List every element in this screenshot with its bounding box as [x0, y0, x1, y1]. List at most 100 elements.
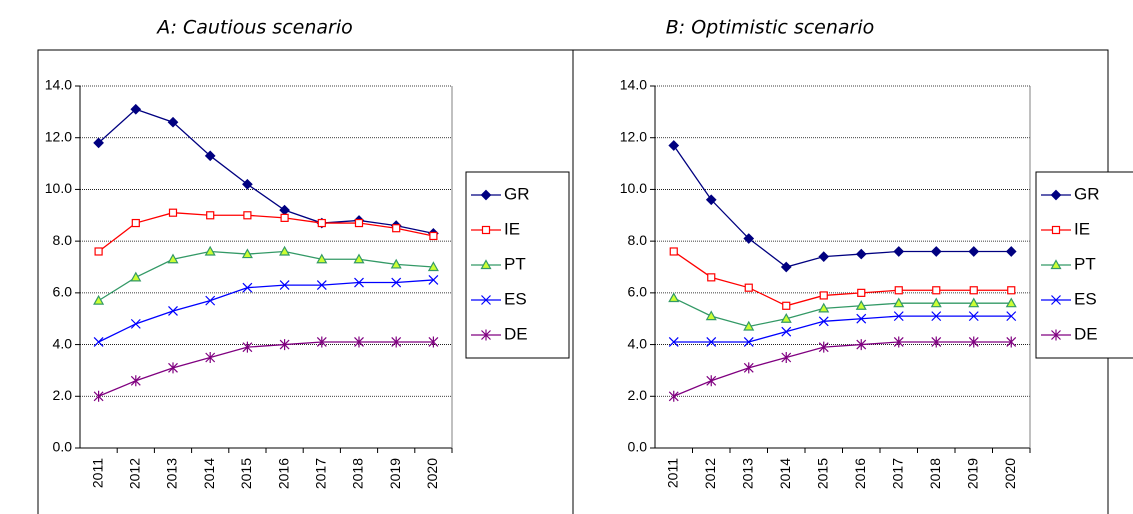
marker: [316, 336, 327, 348]
marker: [242, 178, 253, 190]
x-tick-label: 2012: [702, 458, 718, 489]
marker: [893, 311, 904, 322]
marker: [428, 275, 439, 285]
x-tick-label: 2018: [350, 458, 366, 489]
legend-label: PT: [504, 254, 526, 273]
x-tick-label: 2020: [1002, 458, 1018, 489]
marker: [780, 261, 792, 273]
marker: [242, 282, 253, 293]
y-tick-label: 4.0: [53, 335, 73, 351]
marker: [932, 286, 941, 295]
marker: [391, 336, 402, 348]
marker: [931, 336, 942, 348]
marker: [706, 375, 717, 387]
y-tick-label: 10.0: [45, 180, 72, 196]
marker: [893, 336, 904, 348]
marker: [705, 194, 717, 206]
series-line: [98, 212, 434, 253]
marker: [167, 253, 179, 264]
marker: [743, 233, 755, 244]
marker: [930, 246, 942, 257]
x-tick-label: 2017: [889, 458, 905, 489]
series-line: [98, 108, 434, 235]
marker: [242, 341, 253, 353]
marker: [931, 311, 942, 322]
marker: [130, 103, 142, 115]
marker: [968, 297, 980, 308]
x-tick-label: 2020: [424, 458, 440, 489]
marker: [316, 253, 328, 264]
y-tick-label: 12.0: [45, 128, 72, 144]
marker: [669, 247, 678, 256]
y-tick-label: 6.0: [628, 284, 648, 300]
marker: [893, 246, 905, 257]
marker: [969, 286, 978, 295]
marker: [782, 301, 791, 310]
marker: [206, 211, 215, 220]
subtitle: B: Optimistic scenario: [666, 17, 875, 39]
marker: [856, 339, 867, 351]
marker: [130, 271, 142, 282]
marker: [168, 306, 178, 316]
legend-label: GR: [504, 184, 530, 203]
marker: [1006, 311, 1017, 322]
legend-marker: [481, 225, 491, 235]
marker: [279, 280, 290, 291]
x-tick-label: 2017: [313, 458, 329, 489]
marker: [168, 362, 178, 374]
series-line: [673, 315, 1012, 343]
legend-marker: [1050, 259, 1062, 270]
marker: [968, 246, 980, 257]
series-line: [98, 250, 434, 302]
marker: [781, 352, 792, 363]
marker: [428, 336, 439, 348]
marker: [427, 261, 439, 272]
marker: [744, 283, 753, 292]
y-tick-label: 4.0: [628, 335, 648, 351]
x-tick-label: 2011: [664, 458, 680, 488]
marker: [743, 337, 754, 347]
marker: [781, 326, 792, 337]
x-tick-label: 2016: [852, 458, 868, 489]
marker: [94, 247, 103, 256]
marker: [130, 318, 141, 329]
marker: [705, 310, 717, 321]
marker: [317, 218, 326, 228]
y-tick-label: 2.0: [628, 387, 648, 403]
marker: [968, 311, 979, 322]
marker: [205, 352, 216, 363]
marker: [855, 300, 867, 310]
y-tick-label: 10.0: [620, 180, 647, 196]
x-tick-label: 2015: [814, 458, 830, 489]
y-tick-label: 0.0: [628, 439, 648, 455]
marker: [204, 245, 216, 256]
series-line: [98, 279, 434, 343]
marker: [743, 362, 754, 374]
marker: [818, 251, 830, 263]
legend-marker: [1051, 295, 1061, 305]
marker: [93, 294, 105, 305]
marker: [391, 277, 402, 288]
marker: [390, 258, 402, 269]
x-tick-label: 2019: [387, 458, 403, 489]
x-tick-label: 2019: [964, 458, 980, 489]
marker: [93, 137, 104, 149]
x-tick-label: 2016: [275, 458, 291, 489]
marker: [167, 116, 179, 128]
marker: [857, 288, 866, 297]
marker: [243, 211, 252, 220]
y-tick-label: 14.0: [45, 77, 72, 93]
legend-label: DE: [1074, 324, 1098, 343]
x-tick-label: 2014: [777, 458, 793, 489]
x-tick-label: 2012: [127, 458, 143, 489]
marker: [894, 286, 903, 295]
marker: [818, 302, 830, 313]
marker: [707, 273, 716, 282]
series-line: [673, 341, 1012, 397]
legend-marker: [480, 259, 492, 270]
subtitle: A: Cautious scenario: [155, 17, 353, 39]
legend-marker: [1051, 329, 1061, 341]
marker: [131, 218, 140, 228]
y-tick-label: 8.0: [53, 232, 73, 248]
marker: [893, 297, 905, 308]
